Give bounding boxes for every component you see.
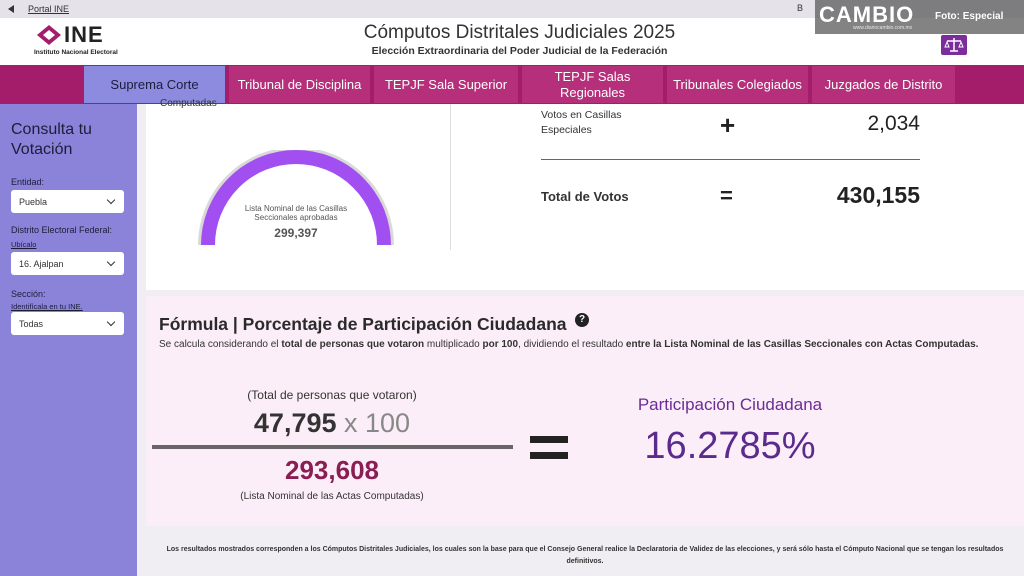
lista-nominal-gauge xyxy=(198,150,394,246)
participacion-value: 16.2785% xyxy=(644,425,816,467)
top-bar: Portal INE B xyxy=(0,0,1024,18)
ine-logo[interactable]: INE Instituto Nacional Electoral xyxy=(34,22,136,60)
tab-juzgados-distrito[interactable]: Juzgados de Distrito xyxy=(812,66,955,103)
entidad-label: Entidad: xyxy=(11,177,45,187)
distrito-value: 16. Ajalpan xyxy=(19,258,64,269)
sum-line xyxy=(541,159,920,160)
watermark-credit: Foto: Especial xyxy=(935,11,1004,22)
tab-tribunales-colegiados[interactable]: Tribunales Colegiados xyxy=(667,66,808,103)
entidad-value: Puebla xyxy=(19,196,48,207)
summary-cut-text: Computadas xyxy=(160,98,217,108)
equals-sign: = xyxy=(720,183,733,208)
distrito-label: Distrito Electoral Federal: xyxy=(11,225,113,235)
gauge-label: Lista Nominal de las Casillas Seccionale… xyxy=(244,204,348,222)
chevron-down-icon xyxy=(106,257,116,267)
help-icon[interactable]: ? xyxy=(575,313,589,327)
numerator-label: (Total de personas que votaron) xyxy=(247,388,417,402)
denominator-label: (Lista Nominal de las Actas Computadas) xyxy=(240,491,424,502)
footer-note: Los resultados mostrados corresponden a … xyxy=(166,546,1004,565)
participacion-label: Participación Ciudadana xyxy=(637,395,823,414)
total-votos-label: Total de Votos xyxy=(541,189,629,204)
entidad-select[interactable]: Puebla xyxy=(11,190,124,213)
ine-logo-icon xyxy=(37,25,61,45)
back-arrow-icon xyxy=(8,5,14,13)
logo-text: INE xyxy=(64,22,104,47)
especiales-value: 2,034 xyxy=(867,112,920,135)
chevron-down-icon xyxy=(106,195,116,205)
denominator-value: 293,608 xyxy=(285,455,379,485)
sidebar: Consulta tu Votación Entidad: Puebla Dis… xyxy=(0,104,137,576)
portal-ine-label[interactable]: Portal INE xyxy=(28,4,70,14)
sidebar-title: Consulta tu Votación xyxy=(11,121,92,158)
numerator-value: 47,795 xyxy=(253,408,337,438)
tab-tepjf-salas-regionales[interactable]: TEPJF Salas Regionales xyxy=(522,66,663,103)
fraction-bar xyxy=(152,445,513,449)
scale-justice-icon[interactable] xyxy=(941,35,967,55)
tab-tribunal-disciplina[interactable]: Tribunal de Disciplina xyxy=(229,66,370,103)
seccion-select[interactable]: Todas xyxy=(11,312,124,335)
plus-sign: + xyxy=(720,110,736,140)
logo-subtitle: Instituto Nacional Electoral xyxy=(34,49,118,56)
seccion-value: Todas xyxy=(19,318,44,329)
numerator: 47,795 x 100 xyxy=(150,408,514,439)
especiales-label: Votos en Casillas Especiales xyxy=(541,109,622,136)
page-subtitle: Elección Extraordinaria del Poder Judici… xyxy=(371,45,668,57)
seccion-link[interactable]: Identifícala en tu INE. xyxy=(11,302,83,311)
header: INE Instituto Nacional Electoral Cómputo… xyxy=(0,18,1024,65)
tab-suprema-corte[interactable]: Suprema Corte xyxy=(84,66,225,103)
watermark-brand: CAMBIO xyxy=(819,2,915,27)
distrito-link[interactable]: Ubícalo xyxy=(11,240,37,249)
photo-watermark: CAMBIO Foto: Especial www.diariocambio.c… xyxy=(815,0,1024,34)
main-nav: Suprema Corte Tribunal de Disciplina TEP… xyxy=(0,65,1024,104)
formula-title: Fórmula | Porcentaje de Participación Ci… xyxy=(159,314,567,334)
topbar-right-fragment: B xyxy=(797,3,804,13)
seccion-label: Sección: xyxy=(11,289,46,299)
multiplier: x 100 xyxy=(344,408,411,438)
portal-ine-link[interactable]: Portal INE xyxy=(8,4,69,14)
chevron-down-icon xyxy=(106,317,116,327)
summary-divider xyxy=(450,104,451,250)
watermark-site: www.diariocambio.com.mx xyxy=(853,25,913,31)
summary-card xyxy=(146,104,1024,290)
distrito-select[interactable]: 16. Ajalpan xyxy=(11,252,124,275)
total-votos-value: 430,155 xyxy=(836,182,920,208)
gauge-value: 299,397 xyxy=(274,226,318,240)
tab-tepjf-sala-superior[interactable]: TEPJF Sala Superior xyxy=(374,66,518,103)
page-title: Cómputos Distritales Judiciales 2025 xyxy=(363,22,676,43)
formula-card xyxy=(146,296,1024,526)
formula-equals-icon xyxy=(530,436,570,468)
formula-description: Se calcula considerando el total de pers… xyxy=(159,339,979,350)
